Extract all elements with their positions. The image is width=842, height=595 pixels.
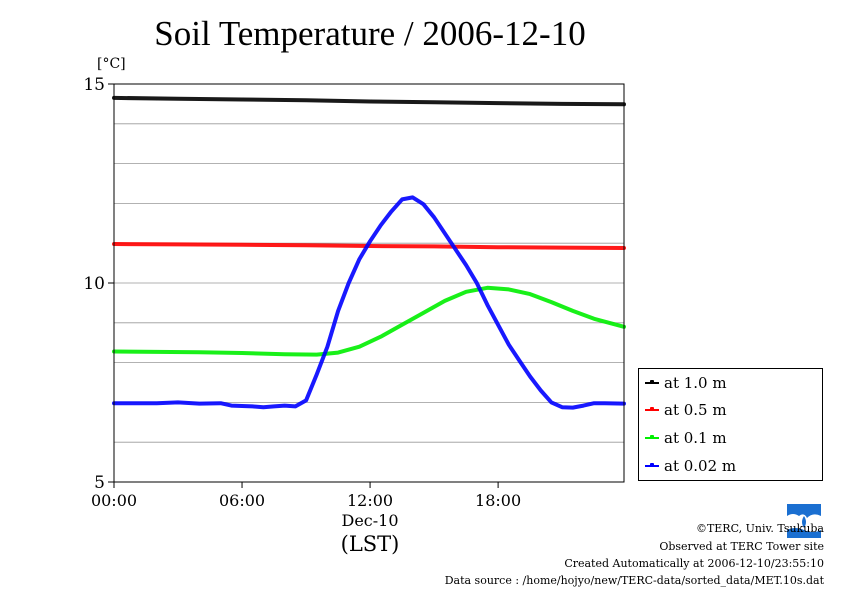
axis-ticks: 00:00 06:00 12:00 18:00 5 10 15 <box>83 75 521 510</box>
x-tick-label: 06:00 <box>219 491 265 510</box>
legend-swatch-0.5m <box>645 407 659 411</box>
y-axis-unit: [°C] <box>97 56 126 72</box>
y-tick-label: 5 <box>94 473 105 493</box>
series-lines <box>112 95 626 410</box>
legend-swatch-0.02m <box>645 463 659 467</box>
series-line-0 <box>112 95 626 107</box>
legend-label-0.1m: at 0.1 m <box>664 429 727 447</box>
legend-label-0.02m: at 0.02 m <box>664 457 737 475</box>
chart-title: Soil Temperature / 2006-12-10 <box>154 14 586 53</box>
legend-label-0.5m: at 0.5 m <box>664 401 727 419</box>
x-tick-label: 18:00 <box>475 491 521 510</box>
grid-lines <box>114 83 624 443</box>
x-axis-date-label: Dec-10 <box>341 511 399 530</box>
x-tick-label: 12:00 <box>347 491 393 510</box>
footer-site: Observed at TERC Tower site <box>659 540 824 553</box>
footer-created: Created Automatically at 2006-12-10/23:5… <box>564 557 824 570</box>
x-axis-timezone-label: (LST) <box>340 532 400 556</box>
legend-item-0.1m: at 0.1 m <box>645 428 727 448</box>
x-tick-label: 00:00 <box>91 491 137 510</box>
legend-item-0.5m: at 0.5 m <box>645 400 727 420</box>
series-line-1 <box>112 242 626 250</box>
series-line-3 <box>112 195 626 410</box>
legend-swatch-0.1m <box>645 435 659 439</box>
legend-swatch-1m <box>645 380 659 384</box>
y-tick-label: 10 <box>83 274 105 294</box>
legend-item-1m: at 1.0 m <box>645 373 727 393</box>
footer-credit: ©TERC, Univ. Tsukuba <box>695 522 824 535</box>
terc-logo-icon <box>785 502 823 540</box>
legend: at 1.0 m at 0.5 m at 0.1 m at 0.02 m <box>638 368 823 481</box>
series-line-2 <box>112 285 626 357</box>
legend-label-1m: at 1.0 m <box>664 374 727 392</box>
footer-source: Data source : /home/hojyo/new/TERC-data/… <box>444 574 824 587</box>
legend-item-0.02m: at 0.02 m <box>645 456 736 476</box>
y-tick-label: 15 <box>83 75 105 95</box>
